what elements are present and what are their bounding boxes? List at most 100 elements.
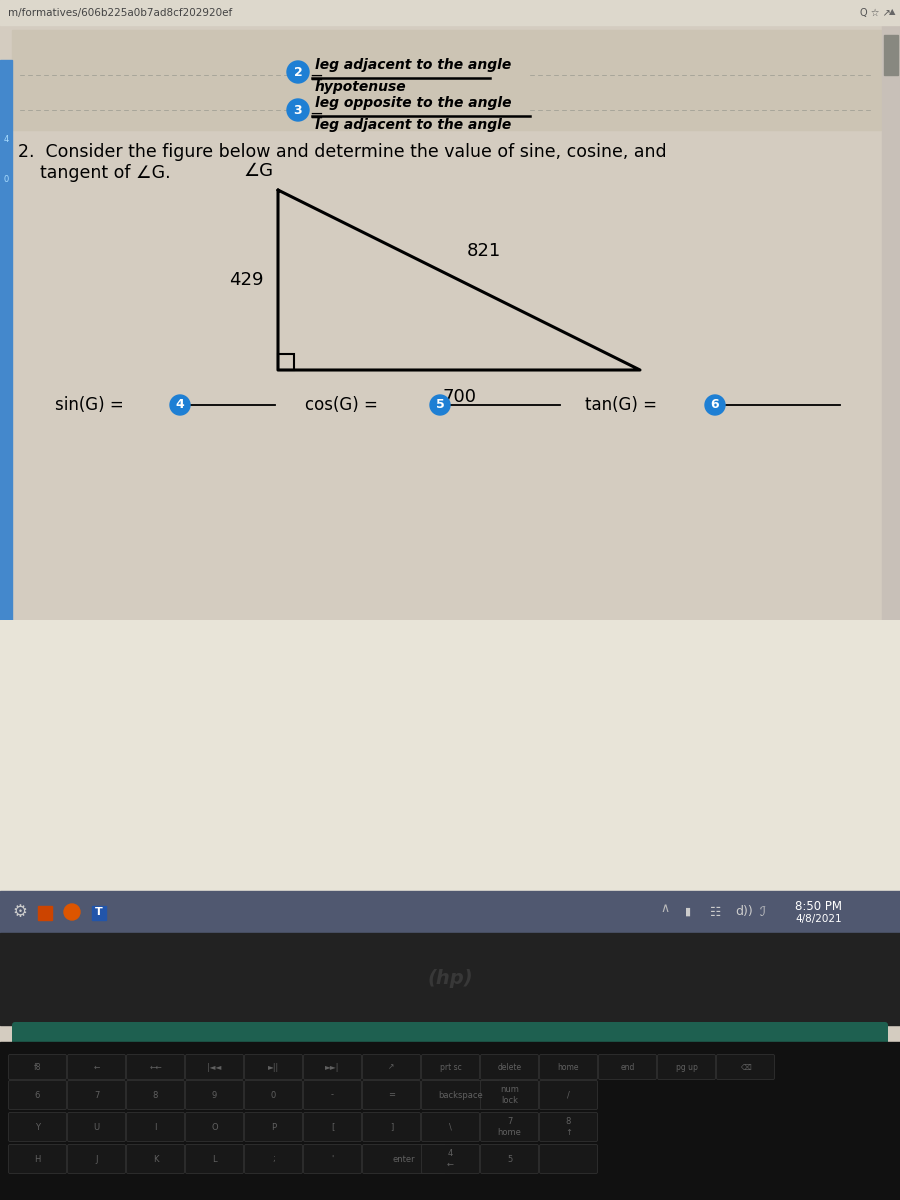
Bar [92,906,106,920]
Text: /: / [567,1091,570,1099]
Circle shape [705,395,725,415]
FancyBboxPatch shape [8,1145,67,1174]
Text: m/formatives/606b225a0b7ad8cf202920ef: m/formatives/606b225a0b7ad8cf202920ef [8,8,232,18]
Text: O: O [212,1122,218,1132]
Bar [0,934,900,1025]
FancyBboxPatch shape [658,1055,716,1080]
FancyBboxPatch shape [127,1145,184,1174]
Text: 2: 2 [293,66,302,78]
Text: backspace: backspace [438,1091,483,1099]
Text: 5: 5 [436,398,445,412]
Circle shape [170,395,190,415]
Text: cos(G) =: cos(G) = [305,396,378,414]
FancyBboxPatch shape [127,1112,184,1141]
Text: J: J [95,1154,98,1164]
Text: ∧: ∧ [660,902,669,916]
Text: I: I [154,1122,157,1132]
FancyBboxPatch shape [68,1112,125,1141]
FancyBboxPatch shape [245,1145,302,1174]
Text: ℐ: ℐ [760,906,766,918]
FancyBboxPatch shape [303,1080,362,1110]
Text: 7: 7 [94,1091,99,1099]
FancyBboxPatch shape [539,1112,598,1141]
Text: 4/8/2021: 4/8/2021 [795,914,842,924]
FancyBboxPatch shape [8,1055,67,1080]
FancyBboxPatch shape [127,1055,184,1080]
FancyBboxPatch shape [303,1145,362,1174]
Text: ↗: ↗ [388,1062,395,1072]
Text: 4: 4 [4,136,9,144]
FancyBboxPatch shape [363,1112,420,1141]
Text: ←←: ←← [149,1062,162,1072]
Text: leg opposite to the angle: leg opposite to the angle [315,96,511,110]
Text: ▲: ▲ [889,7,896,17]
FancyBboxPatch shape [303,1112,362,1141]
FancyBboxPatch shape [303,1055,362,1080]
Text: =: = [309,107,323,125]
Text: tan(G) =: tan(G) = [585,396,657,414]
Text: U: U [94,1122,100,1132]
FancyBboxPatch shape [481,1112,538,1141]
FancyBboxPatch shape [481,1080,538,1110]
Text: 6: 6 [711,398,719,412]
FancyBboxPatch shape [185,1145,244,1174]
Bar [0,890,900,934]
FancyBboxPatch shape [421,1112,480,1141]
FancyBboxPatch shape [421,1055,480,1080]
Bar [0,60,12,620]
Circle shape [430,395,450,415]
FancyBboxPatch shape [539,1055,598,1080]
Text: ⌫: ⌫ [740,1062,751,1072]
Text: H: H [34,1154,40,1164]
Text: ': ' [331,1154,334,1164]
Bar [0,1042,900,1200]
FancyBboxPatch shape [363,1145,446,1174]
Text: ∠G: ∠G [243,162,273,180]
Text: (hp): (hp) [428,968,473,988]
Text: L: L [212,1154,217,1164]
Circle shape [287,98,309,121]
Text: =: = [388,1091,395,1099]
Text: ]: ] [390,1122,393,1132]
FancyBboxPatch shape [8,1080,67,1110]
Text: -: - [331,1091,334,1099]
Text: T: T [95,907,103,917]
Text: 5: 5 [507,1154,512,1164]
FancyBboxPatch shape [539,1080,598,1110]
Bar [882,0,900,620]
Text: 9: 9 [212,1091,217,1099]
FancyBboxPatch shape [185,1112,244,1141]
FancyBboxPatch shape [363,1055,420,1080]
Text: 0: 0 [271,1091,276,1099]
Text: ►||: ►|| [268,1062,279,1072]
Text: 700: 700 [442,388,476,406]
Text: home: home [558,1062,580,1072]
Text: =: = [309,68,323,86]
Text: 821: 821 [467,242,501,260]
FancyBboxPatch shape [245,1080,302,1110]
FancyBboxPatch shape [185,1055,244,1080]
FancyBboxPatch shape [539,1145,598,1174]
Text: leg adjacent to the angle: leg adjacent to the angle [315,118,511,132]
FancyBboxPatch shape [12,1022,888,1048]
Bar [278,354,294,370]
FancyBboxPatch shape [421,1145,480,1174]
Text: |◄◄: |◄◄ [207,1062,221,1072]
FancyBboxPatch shape [127,1080,184,1110]
FancyBboxPatch shape [68,1080,125,1110]
FancyBboxPatch shape [421,1080,500,1110]
Text: enter: enter [392,1154,415,1164]
FancyBboxPatch shape [598,1055,656,1080]
Text: Y: Y [35,1122,40,1132]
Text: 8:50 PM: 8:50 PM [795,900,842,912]
Text: leg adjacent to the angle: leg adjacent to the angle [315,58,511,72]
FancyBboxPatch shape [245,1112,302,1141]
Text: Q ☆ ↗: Q ☆ ↗ [860,8,891,18]
Bar [884,35,898,74]
Text: delete: delete [498,1062,522,1072]
Text: end: end [620,1062,634,1072]
Text: P: P [271,1122,276,1132]
Text: 429: 429 [230,271,264,289]
Bar [0,0,900,25]
Text: hypotenuse: hypotenuse [315,80,407,94]
